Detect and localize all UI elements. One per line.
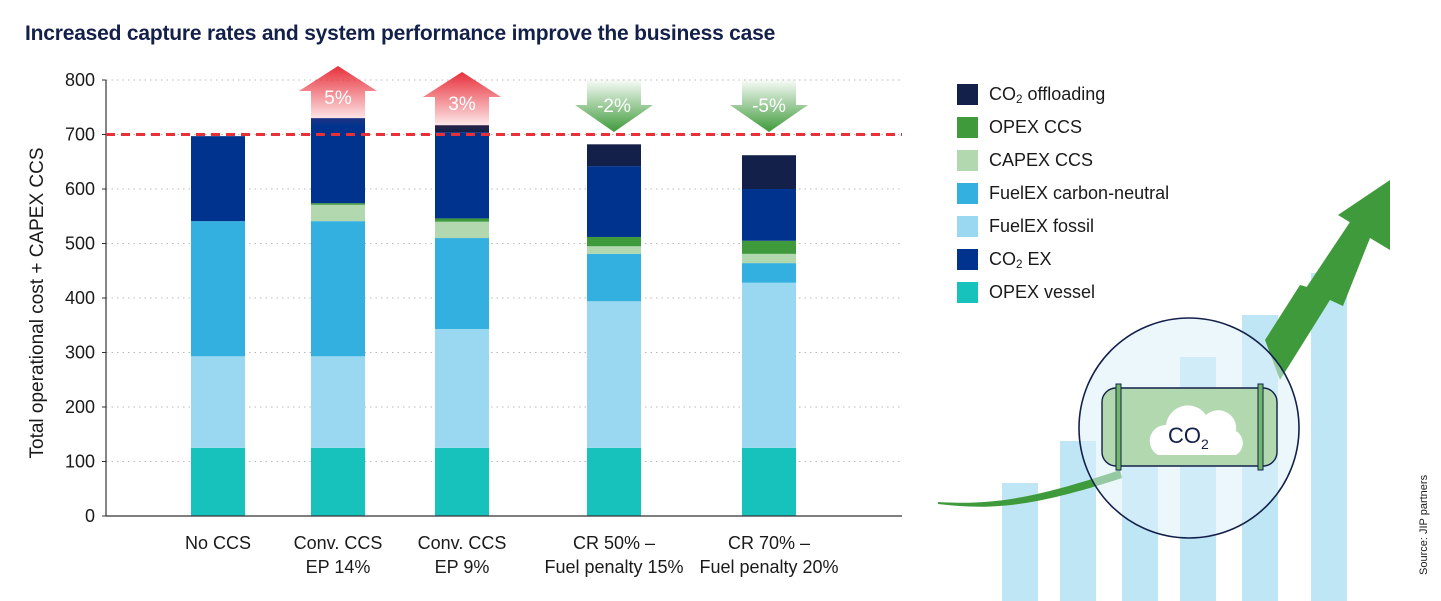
bar-segment-opex-ccs (587, 236, 641, 247)
bar-segment-co2-ex (435, 132, 489, 219)
y-axis-label: Total operational cost + CAPEX CCS (27, 147, 48, 458)
bar-segment-fuelex-fossil (311, 356, 365, 448)
change-label: 3% (448, 94, 476, 115)
bar-segment-capex-ccs (435, 221, 489, 239)
legend-item: FuelEX carbon-neutral (957, 177, 1169, 210)
bar-segment-opex-vessel (587, 447, 641, 516)
legend-label: CO2 EX (989, 248, 1052, 271)
chart-title: Increased capture rates and system perfo… (25, 22, 776, 45)
bar-segment-co2-offloading (742, 155, 796, 189)
legend-label: CO2 offloading (989, 83, 1106, 106)
bar-segment-fuelex-fossil (742, 282, 796, 448)
change-label: 5% (324, 88, 352, 109)
y-tick-label: 0 (85, 506, 95, 526)
bar-stack (311, 118, 365, 516)
legend-item: OPEX vessel (957, 276, 1169, 309)
bar-segment-opex-ccs (311, 203, 365, 205)
legend-item: CAPEX CCS (957, 144, 1169, 177)
bar-segment-fuelex-fossil (435, 329, 489, 448)
change-label: -5% (752, 96, 786, 117)
legend-swatch (957, 150, 978, 171)
bar-segment-fuelex-carbon-neutral (435, 238, 489, 330)
increase-arrow-icon: 5% (299, 66, 377, 126)
bar-segment-opex-vessel (311, 447, 365, 516)
legend-label: FuelEX carbon-neutral (989, 183, 1170, 203)
bar-segment-co2-offloading (587, 144, 641, 167)
bar-segment-fuelex-carbon-neutral (742, 263, 796, 283)
y-tick-label: 100 (65, 452, 95, 472)
bar-segment-co2-ex (191, 136, 245, 222)
x-tick-label: CR 50% – (573, 533, 655, 553)
bar-segment-opex-vessel (742, 447, 796, 516)
x-tick-label: EP 9% (435, 557, 490, 577)
y-tick-label: 700 (65, 125, 95, 145)
x-tick-label: Fuel penalty 20% (699, 557, 838, 577)
bar-segment-fuelex-carbon-neutral (191, 221, 245, 357)
legend-item: CO2 offloading (957, 78, 1169, 111)
y-tick-label: 200 (65, 397, 95, 417)
legend-item: OPEX CCS (957, 111, 1169, 144)
y-tick-label: 500 (65, 234, 95, 254)
legend-label: CAPEX CCS (989, 150, 1094, 170)
source-note: Source: JIP partners (1418, 474, 1430, 575)
x-tick-label: CR 70% – (728, 533, 810, 553)
bar-stack (191, 136, 245, 516)
legend-swatch (957, 282, 978, 303)
legend-label: OPEX vessel (989, 282, 1096, 302)
bar-segment-fuelex-carbon-neutral (311, 221, 365, 357)
bar-segment-opex-ccs (435, 218, 489, 222)
cloud-icon (1149, 405, 1243, 455)
bar-segment-opex-ccs (742, 240, 796, 254)
legend-swatch (957, 183, 978, 204)
co2-tank-icon: CO2 (1101, 383, 1278, 471)
decrease-arrow-icon: -5% (730, 78, 808, 132)
bar-segment-capex-ccs (742, 253, 796, 264)
legend: CO2 offloading OPEX CCS CAPEX CCS FuelEX ca… (957, 78, 1169, 309)
y-tick-label: 800 (65, 70, 95, 90)
x-tick-label: Fuel penalty 15% (544, 557, 683, 577)
bar-segment-opex-vessel (435, 447, 489, 516)
bar-segment-capex-ccs (587, 246, 641, 254)
bar-segment-opex-vessel (191, 447, 245, 516)
bar-segment-capex-ccs (311, 204, 365, 222)
y-tick-label: 400 (65, 288, 95, 308)
bar-segment-co2-ex (587, 166, 641, 237)
x-tick-label: Conv. CCS (418, 533, 507, 553)
bar-stack (435, 125, 489, 516)
bar-segment-co2-ex (311, 118, 365, 204)
legend-label: OPEX CCS (989, 117, 1083, 137)
legend-item: CO2 EX (957, 243, 1169, 276)
bar-segment-fuelex-carbon-neutral (587, 253, 641, 302)
increase-arrow-icon: 3% (423, 72, 501, 132)
legend-swatch (957, 84, 978, 105)
legend-label: FuelEX fossil (989, 216, 1095, 236)
legend-swatch (957, 216, 978, 237)
decrease-arrow-icon: -2% (575, 78, 653, 132)
x-tick-label: EP 14% (306, 557, 371, 577)
legend-swatch (957, 249, 978, 270)
x-tick-label: No CCS (185, 533, 251, 553)
y-tick-label: 600 (65, 179, 95, 199)
bar-segment-fuelex-fossil (587, 301, 641, 448)
bar-stack (742, 155, 796, 516)
x-tick-label: Conv. CCS (294, 533, 383, 553)
legend-item: FuelEX fossil (957, 210, 1169, 243)
illustration-trend-line (938, 470, 1122, 507)
y-tick-label: 300 (65, 343, 95, 363)
illustration-bar (1311, 273, 1347, 601)
legend-swatch (957, 117, 978, 138)
change-label: -2% (597, 96, 631, 117)
bar-stack (587, 144, 641, 516)
bar-segment-fuelex-fossil (191, 356, 245, 448)
bar-segment-co2-ex (742, 189, 796, 241)
illustration: CO2 (938, 180, 1390, 601)
